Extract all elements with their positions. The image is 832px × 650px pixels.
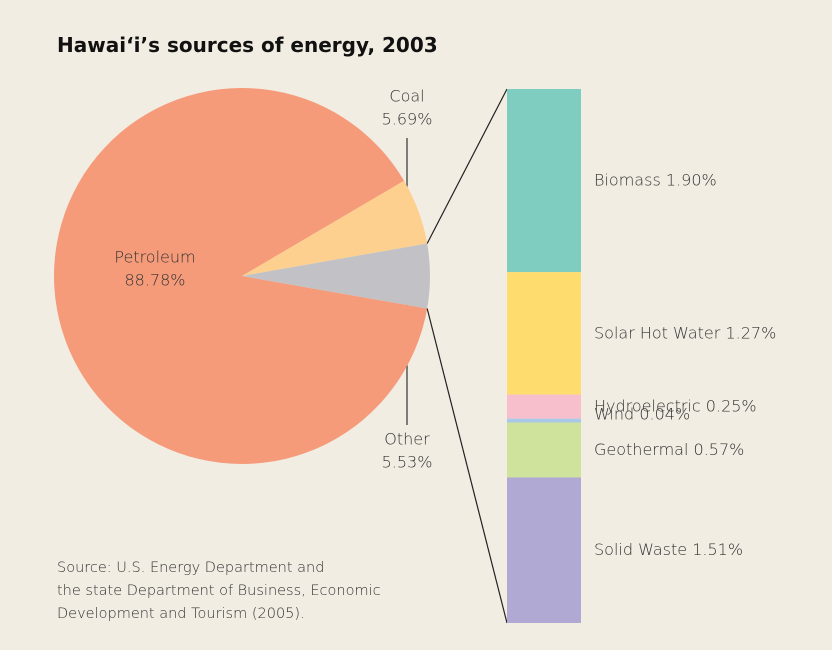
slice-label: Petroleum (114, 248, 195, 267)
bar-segment (507, 422, 581, 478)
slice-value-label: 5.53% (382, 453, 433, 472)
segment-label: Hydroelectric 0.25% (594, 396, 757, 415)
connector-line (426, 308, 508, 624)
pie-slice (242, 243, 430, 309)
segment-label: Solar Hot Water 1.27% (594, 323, 776, 342)
segment-name: Hydroelectric (594, 396, 701, 415)
segment-value-label: 1.27% (725, 323, 776, 342)
slice-value-label: 88.78% (124, 271, 185, 290)
bar-segment (507, 89, 581, 273)
segment-value-label: 1.90% (666, 170, 717, 189)
segment-name: Solar Hot Water (594, 323, 721, 342)
bar-segment (507, 272, 581, 395)
bar-segment (507, 394, 581, 419)
segment-label: Wind 0.04% (594, 404, 690, 423)
segment-name: Geothermal (594, 439, 688, 458)
segment-label: Geothermal 0.57% (594, 439, 744, 458)
segment-value-label: 0.04% (639, 404, 690, 423)
slice-value-label: 5.69% (382, 110, 433, 129)
segment-label: Solid Waste 1.51% (594, 540, 743, 559)
source-line: Development and Tourism (2005). (57, 606, 305, 622)
slice-label: Other (384, 430, 430, 449)
segment-value-label: 1.51% (692, 540, 743, 559)
segment-value-label: 0.57% (694, 439, 745, 458)
pie-slice (242, 180, 428, 276)
slice-label: Coal (389, 87, 424, 106)
bar-segment (507, 418, 581, 423)
source-line: Source: U.S. Energy Department and (57, 560, 324, 576)
segment-name: Wind (594, 404, 634, 423)
segment-label: Biomass 1.90% (594, 170, 717, 189)
bar-segment (507, 477, 581, 623)
connector-line (426, 88, 508, 244)
source-line: the state Department of Business, Econom… (57, 583, 381, 599)
segment-value-label: 0.25% (706, 396, 757, 415)
chart-title: Hawai‘i’s sources of energy, 2003 (57, 33, 438, 57)
segment-name: Solid Waste (594, 540, 687, 559)
pie-slice (53, 87, 428, 464)
segment-name: Biomass (594, 170, 661, 189)
